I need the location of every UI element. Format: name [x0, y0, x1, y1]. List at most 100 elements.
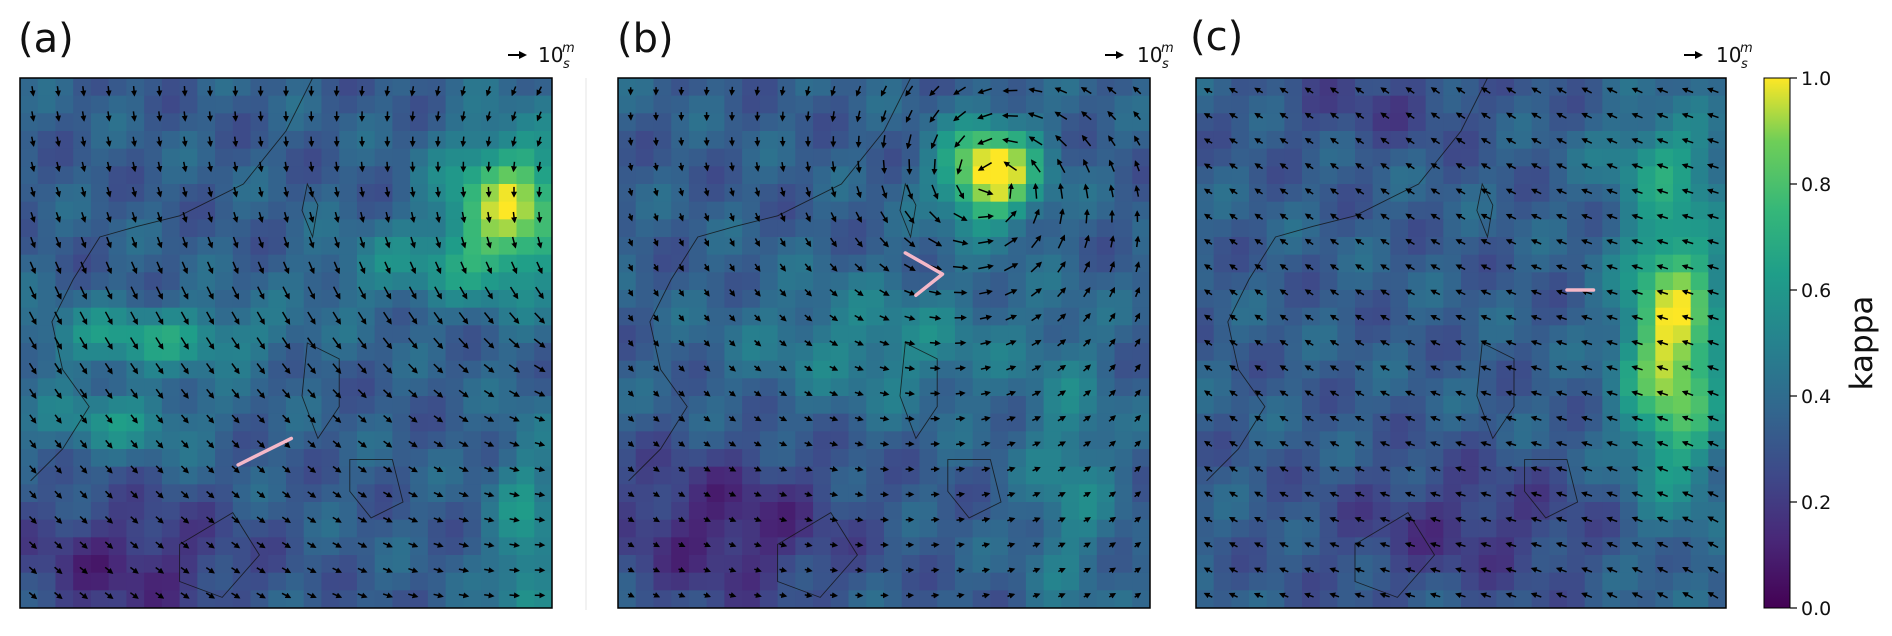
wind-vector: [256, 388, 266, 399]
heatmap-cell: [463, 502, 482, 521]
heatmap-cell: [1390, 219, 1409, 238]
heatmap-cell: [303, 307, 323, 326]
heatmap-cell: [1079, 113, 1098, 132]
wind-vector: [905, 390, 915, 397]
heatmap-cell: [20, 502, 39, 521]
wind-vector: [382, 592, 394, 599]
heatmap-cell: [1096, 219, 1116, 238]
heatmap-cell: [1096, 590, 1116, 608]
heatmap-cell: [481, 519, 500, 538]
heatmap-cell: [179, 343, 198, 362]
heatmap-cell: [1061, 431, 1080, 450]
wind-vector: [131, 86, 137, 97]
wind-vector: [232, 236, 239, 249]
heatmap-cell: [410, 95, 429, 114]
heatmap-cell: [73, 537, 92, 556]
heatmap-cell: [215, 396, 234, 415]
heatmap-cell: [1514, 95, 1533, 114]
heatmap-cell: [179, 290, 198, 309]
heatmap-cell: [1196, 254, 1215, 273]
heatmap-cell: [990, 95, 1009, 114]
heatmap-cell: [516, 537, 535, 556]
heatmap-cell: [688, 237, 708, 256]
heatmap-cell: [321, 537, 340, 556]
heatmap-cell: [653, 590, 672, 608]
heatmap-cell: [161, 290, 181, 309]
heatmap-cell: [286, 537, 305, 556]
heatmap-cell: [1425, 78, 1444, 97]
wind-vector: [28, 591, 38, 600]
heatmap-cell: [1061, 131, 1080, 150]
wind-vector: [180, 337, 189, 350]
heatmap-cell: [1061, 325, 1080, 344]
heatmap-cell: [1478, 325, 1497, 344]
heatmap-cell: [55, 537, 74, 556]
wind-vector: [484, 466, 495, 473]
heatmap-cell: [1496, 131, 1515, 150]
heatmap-cell: [1390, 290, 1409, 309]
wind-vector: [307, 311, 316, 325]
wind-vector: [408, 516, 419, 523]
panel-a: (a) 10 m s: [18, 16, 575, 609]
heatmap-cell: [410, 272, 429, 291]
heatmap-cell: [427, 431, 447, 450]
heatmap-cell: [1132, 131, 1150, 150]
heatmap-cell: [653, 519, 672, 538]
heatmap-cell: [1496, 148, 1515, 167]
heatmap-cell: [1096, 502, 1116, 521]
heatmap-cell: [1355, 502, 1374, 521]
wind-vector: [54, 362, 63, 375]
heatmap-cell: [534, 396, 552, 415]
heatmap-cell: [37, 131, 57, 150]
wind-vector: [54, 566, 63, 575]
wind-vector: [282, 286, 290, 300]
wind-vector: [180, 541, 190, 549]
heatmap-cell: [1655, 360, 1674, 379]
heatmap-cell: [1008, 95, 1027, 114]
heatmap-cell: [481, 219, 500, 238]
wind-vector: [131, 211, 137, 223]
heatmap-cell: [516, 325, 535, 344]
heatmap-cell: [1514, 131, 1533, 150]
heatmap-cell: [1567, 219, 1586, 238]
heatmap-cell: [1531, 519, 1550, 538]
heatmap-cell: [286, 166, 305, 185]
heatmap-cell: [108, 413, 127, 432]
heatmap-cell: [901, 519, 921, 538]
wind-vector: [181, 286, 189, 300]
wind-vector: [433, 415, 444, 423]
heatmap-cell: [1584, 396, 1603, 415]
wind-vector: [231, 567, 241, 574]
heatmap-cell: [268, 254, 287, 273]
heatmap-cell: [321, 272, 340, 291]
heatmap-cell: [1620, 360, 1639, 379]
heatmap-cell: [884, 95, 903, 114]
heatmap-cell: [339, 537, 358, 556]
heatmap-cell: [919, 466, 938, 485]
heatmap-cell: [303, 166, 323, 185]
heatmap-cell: [445, 502, 464, 521]
heatmap-cell: [73, 343, 92, 362]
heatmap-cell: [250, 555, 269, 574]
heatmap-cell: [1690, 378, 1709, 397]
heatmap-cell: [1096, 484, 1116, 503]
heatmap-cell: [1425, 254, 1444, 273]
heatmap-cell: [481, 184, 500, 203]
wind-vector: [256, 414, 266, 424]
heatmap-cell: [250, 590, 269, 608]
heatmap-cell: [37, 95, 57, 114]
heatmap-cell: [1478, 590, 1497, 608]
heatmap-cell: [954, 131, 974, 150]
wind-vector: [54, 541, 63, 550]
heatmap-cell: [1266, 343, 1285, 362]
heatmap-cell: [688, 378, 708, 397]
heatmap-cell: [339, 431, 358, 450]
heatmap-cell: [1355, 590, 1374, 608]
heatmap-cell: [919, 519, 938, 538]
wind-vector: [433, 440, 444, 448]
heatmap-cell: [1620, 502, 1639, 521]
heatmap-cell: [1567, 555, 1586, 574]
heatmap-cell: [1355, 290, 1374, 309]
heatmap-cell: [1496, 484, 1515, 503]
heatmap-cell: [1408, 413, 1427, 432]
